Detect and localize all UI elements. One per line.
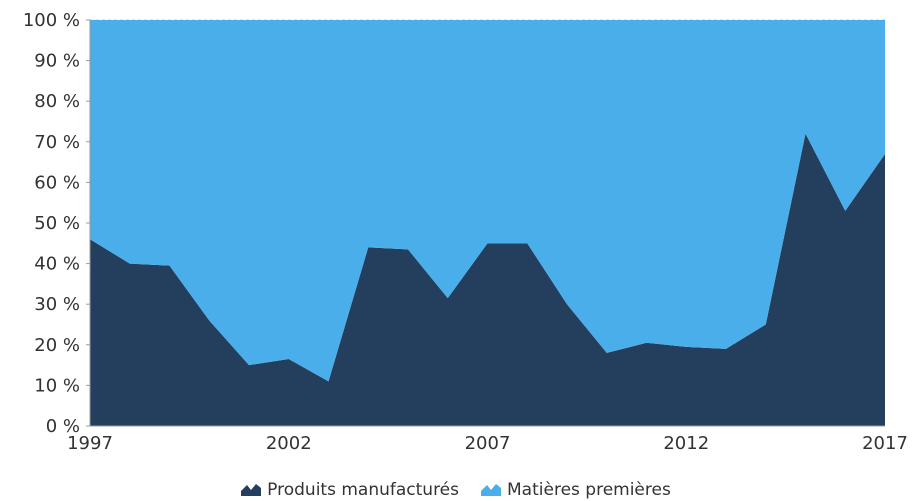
y-tick-label: 10 % bbox=[34, 375, 80, 396]
axis-layer bbox=[86, 19, 885, 427]
legend: Produits manufacturés Matières premières bbox=[0, 478, 912, 501]
area-series-icon bbox=[481, 483, 502, 496]
y-tick-label: 100 % bbox=[23, 10, 80, 31]
y-tick-label: 0 % bbox=[46, 416, 80, 437]
legend-label: Produits manufacturés bbox=[267, 479, 460, 500]
x-axis-tick-labels: 1997 2002 2007 2012 2017 bbox=[67, 433, 908, 454]
y-tick-label: 90 % bbox=[34, 51, 80, 72]
legend-item-produits-manufactures[interactable]: Produits manufacturés bbox=[241, 480, 459, 500]
area-chart: 0 % 10 % 20 % 30 % 40 % 50 % 60 % 70 % 80 % 90 % 1… bbox=[23, 10, 908, 454]
x-tick-label: 2007 bbox=[465, 433, 511, 454]
y-tick-label: 70 % bbox=[34, 132, 80, 153]
area-series-matieres-premieres bbox=[90, 20, 885, 382]
y-axis-tick-labels: 0 % 10 % 20 % 30 % 40 % 50 % 60 % 70 % 80 % 90 % 1… bbox=[23, 10, 80, 437]
area-series-icon bbox=[241, 483, 262, 496]
x-tick-label: 2012 bbox=[663, 433, 709, 454]
legend-label: Matières premières bbox=[507, 479, 671, 500]
legend-item-matieres-premieres[interactable]: Matières premières bbox=[481, 480, 671, 500]
y-tick-label: 40 % bbox=[34, 254, 80, 275]
area-layer bbox=[90, 20, 885, 426]
x-tick-label: 2017 bbox=[862, 433, 908, 454]
area-series-produits-manufactures bbox=[90, 133, 885, 426]
x-tick-label: 1997 bbox=[67, 433, 113, 454]
y-tick-label: 30 % bbox=[34, 294, 80, 315]
x-tick-label: 2002 bbox=[266, 433, 312, 454]
y-tick-label: 20 % bbox=[34, 335, 80, 356]
y-tick-label: 60 % bbox=[34, 172, 80, 193]
y-tick-label: 50 % bbox=[34, 213, 80, 234]
y-tick-label: 80 % bbox=[34, 91, 80, 112]
